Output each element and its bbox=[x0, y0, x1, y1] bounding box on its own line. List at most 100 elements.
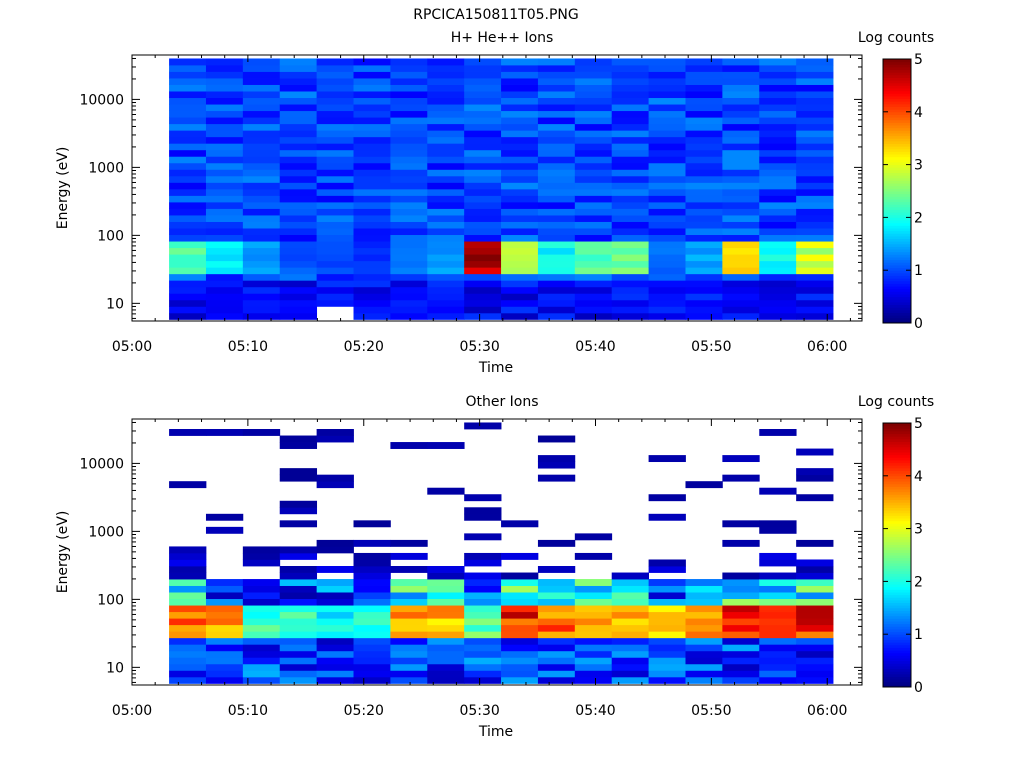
heatmap-cell bbox=[316, 293, 354, 301]
heatmap-cell bbox=[759, 592, 797, 600]
heatmap-cell bbox=[537, 260, 576, 268]
colorbar-swatch bbox=[883, 148, 911, 152]
heatmap-cell bbox=[242, 631, 281, 639]
heatmap-cell bbox=[501, 188, 539, 196]
heatmap-cell bbox=[685, 650, 723, 658]
heatmap-cell bbox=[316, 182, 354, 190]
heatmap-cell bbox=[353, 579, 391, 586]
heatmap-cell bbox=[464, 91, 502, 99]
heatmap-cells bbox=[169, 422, 834, 684]
heatmap-cell bbox=[427, 149, 465, 157]
heatmap-cell bbox=[722, 195, 760, 203]
heatmap-cell bbox=[685, 247, 723, 255]
heatmap-cell bbox=[685, 202, 723, 209]
heatmap-cell bbox=[611, 611, 649, 619]
heatmap-cell bbox=[205, 598, 244, 606]
colorbar-swatch bbox=[883, 525, 911, 530]
heatmap-cell bbox=[648, 670, 686, 678]
heatmap-cell bbox=[242, 117, 281, 125]
heatmap-cell bbox=[759, 84, 797, 92]
colorbar-swatch bbox=[883, 283, 911, 287]
heatmap-cell bbox=[464, 215, 502, 222]
heatmap-cell bbox=[685, 84, 723, 92]
heatmap-cell bbox=[390, 280, 428, 288]
colorbar-swatch bbox=[883, 90, 911, 94]
heatmap-cell bbox=[316, 676, 354, 684]
heatmap-cell bbox=[242, 228, 281, 236]
heatmap-cell bbox=[464, 644, 502, 652]
heatmap-cell bbox=[759, 254, 797, 262]
heatmap-cell bbox=[169, 188, 207, 196]
heatmap-cell bbox=[169, 657, 207, 665]
heatmap-cell bbox=[353, 221, 391, 229]
heatmap-cell bbox=[501, 247, 539, 255]
heatmap-cell bbox=[464, 65, 502, 72]
heatmap-cell bbox=[685, 585, 723, 593]
colorbar-swatch bbox=[883, 578, 911, 582]
heatmap-cell bbox=[685, 71, 723, 79]
heatmap-cell bbox=[205, 78, 244, 85]
colorbar-tick-label: 2 bbox=[914, 210, 923, 226]
heatmap-cell bbox=[685, 136, 723, 144]
heatmap-cell bbox=[279, 650, 318, 658]
heatmap-cell bbox=[242, 156, 281, 164]
heatmap-cell bbox=[722, 618, 760, 626]
heatmap-cell bbox=[685, 273, 723, 281]
heatmap-cell bbox=[464, 71, 502, 79]
heatmap-cell bbox=[353, 676, 391, 684]
colorbar-swatch bbox=[883, 212, 911, 216]
heatmap-cell bbox=[722, 260, 760, 268]
heatmap-cell bbox=[685, 110, 723, 118]
heatmap-cell bbox=[169, 215, 207, 222]
heatmap-cell bbox=[205, 241, 244, 249]
heatmap-cell bbox=[685, 663, 723, 671]
heatmap-cell bbox=[316, 188, 354, 196]
heatmap-cell bbox=[242, 215, 281, 222]
heatmap-cell bbox=[242, 162, 281, 170]
heatmap-cell bbox=[279, 618, 318, 626]
heatmap-cell bbox=[316, 123, 354, 131]
heatmap-cell bbox=[611, 143, 649, 151]
heatmap-cell bbox=[205, 260, 244, 268]
colorbar-swatch bbox=[883, 481, 911, 485]
heatmap-cell bbox=[722, 624, 760, 632]
heatmap-cell bbox=[648, 71, 686, 79]
heatmap-cell bbox=[169, 208, 207, 216]
heatmap-cell bbox=[464, 533, 502, 541]
heatmap-cell bbox=[796, 644, 834, 652]
heatmap-cell bbox=[205, 631, 244, 639]
y-tick-label: 10 bbox=[106, 296, 124, 312]
colorbar-frame bbox=[882, 58, 912, 324]
colorbar-swatch bbox=[883, 214, 911, 218]
heatmap-cell bbox=[427, 228, 465, 236]
heatmap-cell bbox=[353, 312, 391, 320]
heatmap-cell bbox=[501, 267, 539, 275]
heatmap-cell bbox=[242, 267, 281, 275]
panel-title: H+ He++ Ions bbox=[451, 30, 554, 46]
heatmap-cell bbox=[537, 650, 576, 658]
heatmap-cell bbox=[574, 618, 613, 626]
heatmap-cell bbox=[722, 215, 760, 222]
heatmap-cell bbox=[205, 247, 244, 255]
heatmap-cell bbox=[796, 539, 834, 547]
heatmap-cell bbox=[611, 58, 649, 66]
heatmap-cell bbox=[722, 188, 760, 196]
colorbar-swatch bbox=[883, 607, 911, 611]
heatmap-cell bbox=[464, 156, 502, 164]
heatmap-cell bbox=[427, 312, 465, 320]
heatmap-cell bbox=[796, 585, 834, 593]
heatmap-cell bbox=[279, 663, 318, 671]
heatmap-cell bbox=[722, 676, 760, 684]
colorbar-label: Log counts bbox=[858, 394, 934, 410]
heatmap-cell bbox=[427, 299, 465, 307]
heatmap-cell bbox=[537, 280, 576, 288]
heatmap-cells bbox=[169, 58, 834, 320]
colorbar-swatch bbox=[883, 301, 911, 306]
heatmap-cell bbox=[169, 156, 207, 164]
heatmap-cell bbox=[537, 286, 576, 294]
heatmap-cell bbox=[537, 267, 576, 275]
heatmap-cell bbox=[353, 520, 391, 528]
heatmap-cell bbox=[501, 306, 539, 314]
colorbar-swatch bbox=[883, 254, 911, 258]
heatmap-cell bbox=[796, 670, 834, 678]
